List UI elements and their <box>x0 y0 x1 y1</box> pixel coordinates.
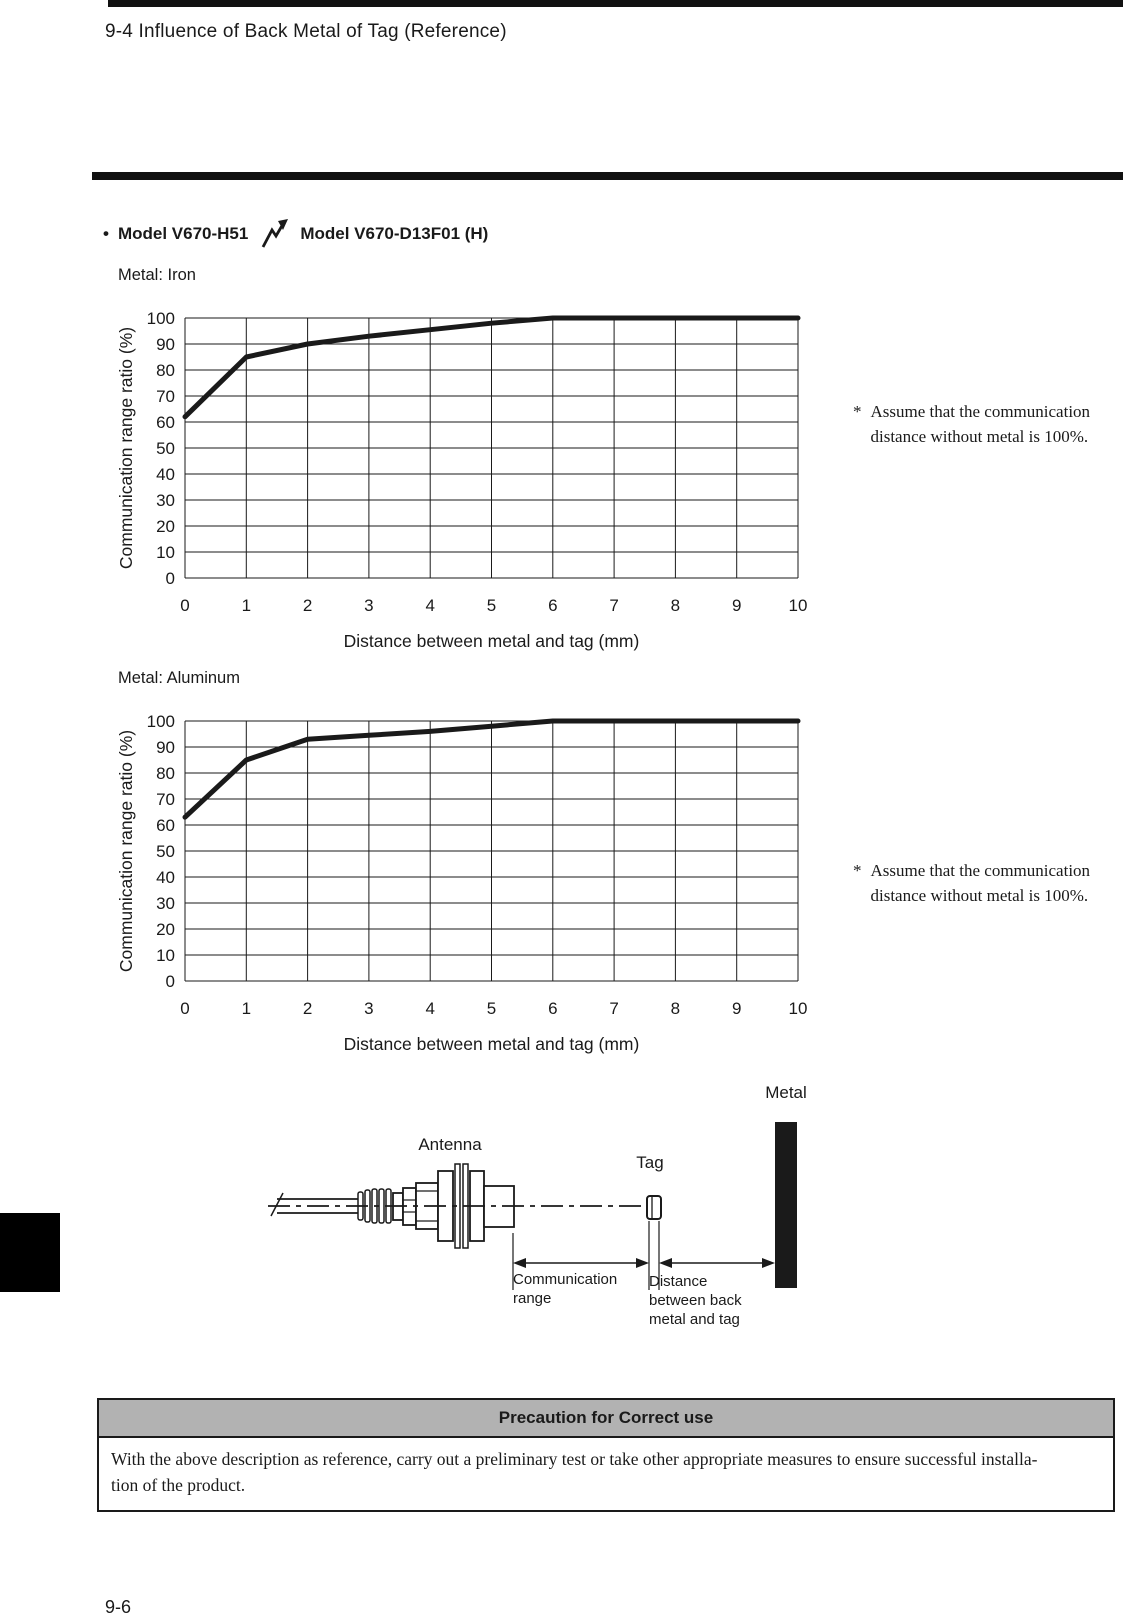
svg-text:5: 5 <box>487 596 496 615</box>
model-line: • Model V670-H51 Model V670-D13F01 (H) <box>103 218 488 250</box>
asterisk-icon: * <box>853 861 862 880</box>
measurement-diagram: Antenna Tag Metal Communication range Di… <box>140 1050 860 1350</box>
svg-text:8: 8 <box>671 596 680 615</box>
communication-range-label: Communication range <box>513 1271 618 1307</box>
chapter-tab-marker <box>0 1213 60 1292</box>
dimension-guides <box>512 1221 660 1290</box>
page-number: 9-6 <box>105 1597 132 1617</box>
svg-text:9: 9 <box>732 999 741 1018</box>
aluminum-chart: 0 10 20 30 40 50 60 70 80 90 100 0 1 2 3 4 5 6 7 8 9 10 Commun… <box>116 712 808 1054</box>
svg-text:10: 10 <box>789 999 808 1018</box>
footnote-text: Assume that the communication distance w… <box>870 861 1091 905</box>
tag-label: Tag <box>636 1153 664 1172</box>
svg-text:60: 60 <box>156 816 175 835</box>
iron-chart: 0 10 20 30 40 50 60 70 80 90 100 0 1 2 3 4 5 6 7 8 9 10 Commun… <box>116 309 808 651</box>
precaution-body-line: With the above description as reference,… <box>111 1449 1038 1469</box>
model-left-label: Model V670-H51 <box>117 224 249 243</box>
svg-text:9: 9 <box>732 596 741 615</box>
svg-text:100: 100 <box>147 309 175 328</box>
precaution-body-line: tion of the product. <box>111 1475 246 1495</box>
svg-text:50: 50 <box>156 842 175 861</box>
svg-text:5: 5 <box>487 999 496 1018</box>
svg-text:10: 10 <box>789 596 808 615</box>
svg-text:10: 10 <box>156 946 175 965</box>
svg-text:2: 2 <box>303 999 312 1018</box>
footnote-text: Assume that the communication distance w… <box>870 402 1091 446</box>
svg-text:3: 3 <box>364 999 373 1018</box>
svg-text:1: 1 <box>242 596 251 615</box>
svg-text:0: 0 <box>180 596 189 615</box>
svg-text:3: 3 <box>364 596 373 615</box>
metal-label: Metal <box>765 1083 807 1102</box>
svg-text:8: 8 <box>671 999 680 1018</box>
dimension-arrows <box>513 1258 775 1268</box>
svg-text:70: 70 <box>156 387 175 406</box>
svg-text:20: 20 <box>156 920 175 939</box>
svg-text:Distance between metal and tag: Distance between metal and tag (mm) <box>344 631 640 651</box>
svg-text:0: 0 <box>180 999 189 1018</box>
svg-text:10: 10 <box>156 543 175 562</box>
svg-text:40: 40 <box>156 868 175 887</box>
precaution-title: Precaution for Correct use <box>99 1400 1113 1438</box>
model-right-label: Model V670-D13F01 (H) <box>300 224 489 243</box>
precaution-box: Precaution for Correct use With the abov… <box>97 1398 1115 1512</box>
section-rule <box>92 172 1123 180</box>
svg-text:90: 90 <box>156 738 175 757</box>
svg-text:80: 80 <box>156 764 175 783</box>
svg-text:90: 90 <box>156 335 175 354</box>
svg-text:0: 0 <box>166 569 175 588</box>
iron-chart-title: Metal: Iron <box>118 266 196 284</box>
svg-text:7: 7 <box>609 596 618 615</box>
metal-plate <box>775 1122 797 1288</box>
top-rule <box>108 0 1123 7</box>
svg-text:Communication range ratio (%): Communication range ratio (%) <box>116 327 136 569</box>
svg-text:30: 30 <box>156 491 175 510</box>
svg-text:7: 7 <box>609 999 618 1018</box>
svg-text:2: 2 <box>303 596 312 615</box>
svg-text:50: 50 <box>156 439 175 458</box>
iron-chart-footnote: * Assume that the communication distance… <box>853 399 1099 449</box>
svg-text:60: 60 <box>156 413 175 432</box>
aluminum-chart-title: Metal: Aluminum <box>118 669 240 687</box>
svg-text:6: 6 <box>548 999 557 1018</box>
svg-text:30: 30 <box>156 894 175 913</box>
communication-arrow-icon <box>262 219 289 248</box>
aluminum-chart-footnote: * Assume that the communication distance… <box>853 858 1099 908</box>
svg-text:6: 6 <box>548 596 557 615</box>
svg-text:100: 100 <box>147 712 175 731</box>
svg-text:Communication range ratio (%): Communication range ratio (%) <box>116 730 136 972</box>
svg-text:20: 20 <box>156 517 175 536</box>
svg-text:80: 80 <box>156 361 175 380</box>
page-header-title: 9-4 Influence of Back Metal of Tag (Refe… <box>105 21 507 42</box>
svg-text:70: 70 <box>156 790 175 809</box>
bullet-icon: • <box>103 224 109 243</box>
aluminum-chart-block: 0 10 20 30 40 50 60 70 80 90 100 0 1 2 3 4 5 6 7 8 9 10 Commun… <box>110 665 830 1065</box>
precaution-body: With the above description as reference,… <box>99 1438 1113 1510</box>
diagram-drawing <box>268 1122 797 1290</box>
svg-text:40: 40 <box>156 465 175 484</box>
asterisk-icon: * <box>853 402 862 421</box>
svg-text:0: 0 <box>166 972 175 991</box>
antenna-label: Antenna <box>418 1135 482 1154</box>
svg-text:4: 4 <box>425 999 434 1018</box>
svg-text:1: 1 <box>242 999 251 1018</box>
iron-chart-block: 0 10 20 30 40 50 60 70 80 90 100 0 1 2 3 4 5 6 7 8 9 10 Commun… <box>110 262 830 662</box>
svg-text:4: 4 <box>425 596 434 615</box>
distance-between-back-metal-label: Distance between back metal and tag <box>649 1273 742 1328</box>
svg-text:Distance between metal and tag: Distance between metal and tag (mm) <box>344 1034 640 1054</box>
tag-drawing <box>646 1195 662 1220</box>
